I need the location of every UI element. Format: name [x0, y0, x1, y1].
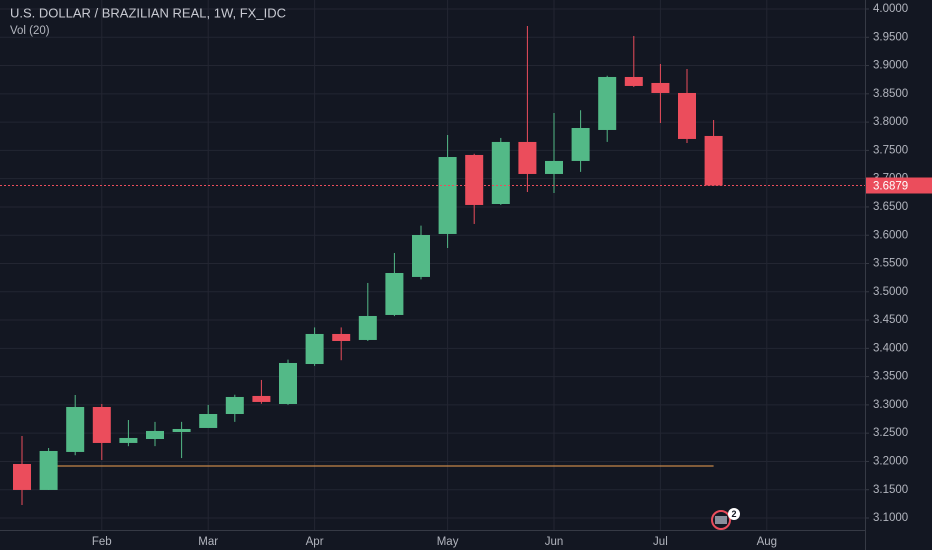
candle-body — [199, 414, 218, 428]
candle-body — [491, 141, 510, 205]
x-tick-label: Mar — [198, 536, 218, 548]
x-tick-label: Jun — [545, 536, 564, 548]
y-tick-label: 4.0000 — [873, 3, 908, 15]
candle-body — [252, 395, 271, 402]
x-tick-label: Feb — [92, 536, 112, 548]
candle-body — [172, 428, 191, 432]
candle-body — [92, 406, 111, 443]
candle-body — [412, 234, 430, 277]
last-price-label: 3.6879 — [873, 181, 908, 193]
candle-body — [465, 154, 484, 205]
y-tick-label: 3.5000 — [873, 286, 908, 298]
candle-body — [66, 406, 85, 452]
candle-body — [119, 437, 138, 443]
y-tick-label: 3.8500 — [873, 88, 908, 100]
candle-body — [704, 135, 723, 186]
candle-body — [332, 333, 351, 341]
candle-body — [678, 92, 696, 139]
y-tick-label: 3.2000 — [873, 455, 908, 467]
candle-body — [385, 273, 404, 315]
candle-body — [518, 141, 537, 174]
y-tick-label: 3.1000 — [873, 512, 908, 524]
candle-body — [438, 157, 457, 234]
y-tick-label: 3.8000 — [873, 116, 908, 128]
candle-body — [305, 333, 324, 365]
badge-label: 2 — [731, 509, 736, 519]
candle-body — [225, 396, 244, 415]
chart-subtitle: Vol (20) — [10, 25, 50, 37]
candle-body — [13, 463, 31, 490]
y-tick-label: 3.4500 — [873, 314, 908, 326]
candle-body — [146, 430, 164, 439]
y-tick-label: 3.6000 — [873, 229, 908, 241]
candle-body — [598, 76, 617, 130]
chart-title: U.S. DOLLAR / BRAZILIAN REAL, 1W, FX_IDC — [10, 5, 286, 20]
candle-body — [358, 315, 377, 340]
x-tick-label: Aug — [757, 536, 777, 548]
candle-body — [624, 76, 643, 86]
candle-body — [279, 362, 297, 404]
x-tick-label: Apr — [306, 536, 324, 548]
badge — [728, 508, 740, 520]
y-tick-label: 3.7500 — [873, 144, 908, 156]
last-price-box — [866, 177, 932, 194]
y-tick-label: 3.3500 — [873, 371, 908, 383]
y-tick-label: 3.9000 — [873, 60, 908, 72]
y-tick-label: 3.1500 — [873, 484, 908, 496]
x-tick-label: Jul — [653, 536, 668, 548]
y-tick-label: 3.6500 — [873, 201, 908, 213]
candle-body — [545, 160, 563, 174]
y-tick-label: 3.5500 — [873, 258, 908, 270]
events-icon — [711, 510, 731, 530]
candle-body — [571, 127, 590, 161]
y-tick-label: 3.2500 — [873, 427, 908, 439]
candle-body — [651, 82, 670, 93]
candle-body — [39, 450, 58, 490]
y-tick-label: 3.3000 — [873, 399, 908, 411]
events-icon-inner — [715, 516, 727, 524]
x-tick-label: May — [437, 536, 459, 548]
y-tick-label: 3.9500 — [873, 31, 908, 43]
y-tick-label: 3.4000 — [873, 342, 908, 354]
